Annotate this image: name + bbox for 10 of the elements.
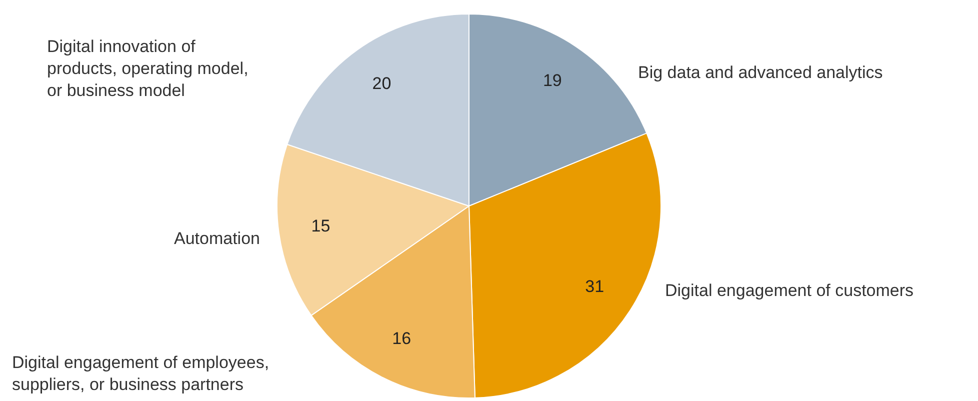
slice-label: Automation <box>174 229 260 248</box>
data-label: 19 <box>542 71 562 90</box>
slice-label: Digital engagement of customers <box>665 281 914 300</box>
data-label: 16 <box>392 329 412 348</box>
data-label: 31 <box>585 276 604 296</box>
data-label: 15 <box>311 216 330 236</box>
slice-label: Digital innovation of products, operating model, or business model <box>47 37 248 100</box>
data-label: 20 <box>372 74 392 93</box>
slice-label: Digital engagement of employees, suppliers, or business partners <box>12 353 270 394</box>
slice-label: Big data and advanced analytics <box>638 63 883 82</box>
